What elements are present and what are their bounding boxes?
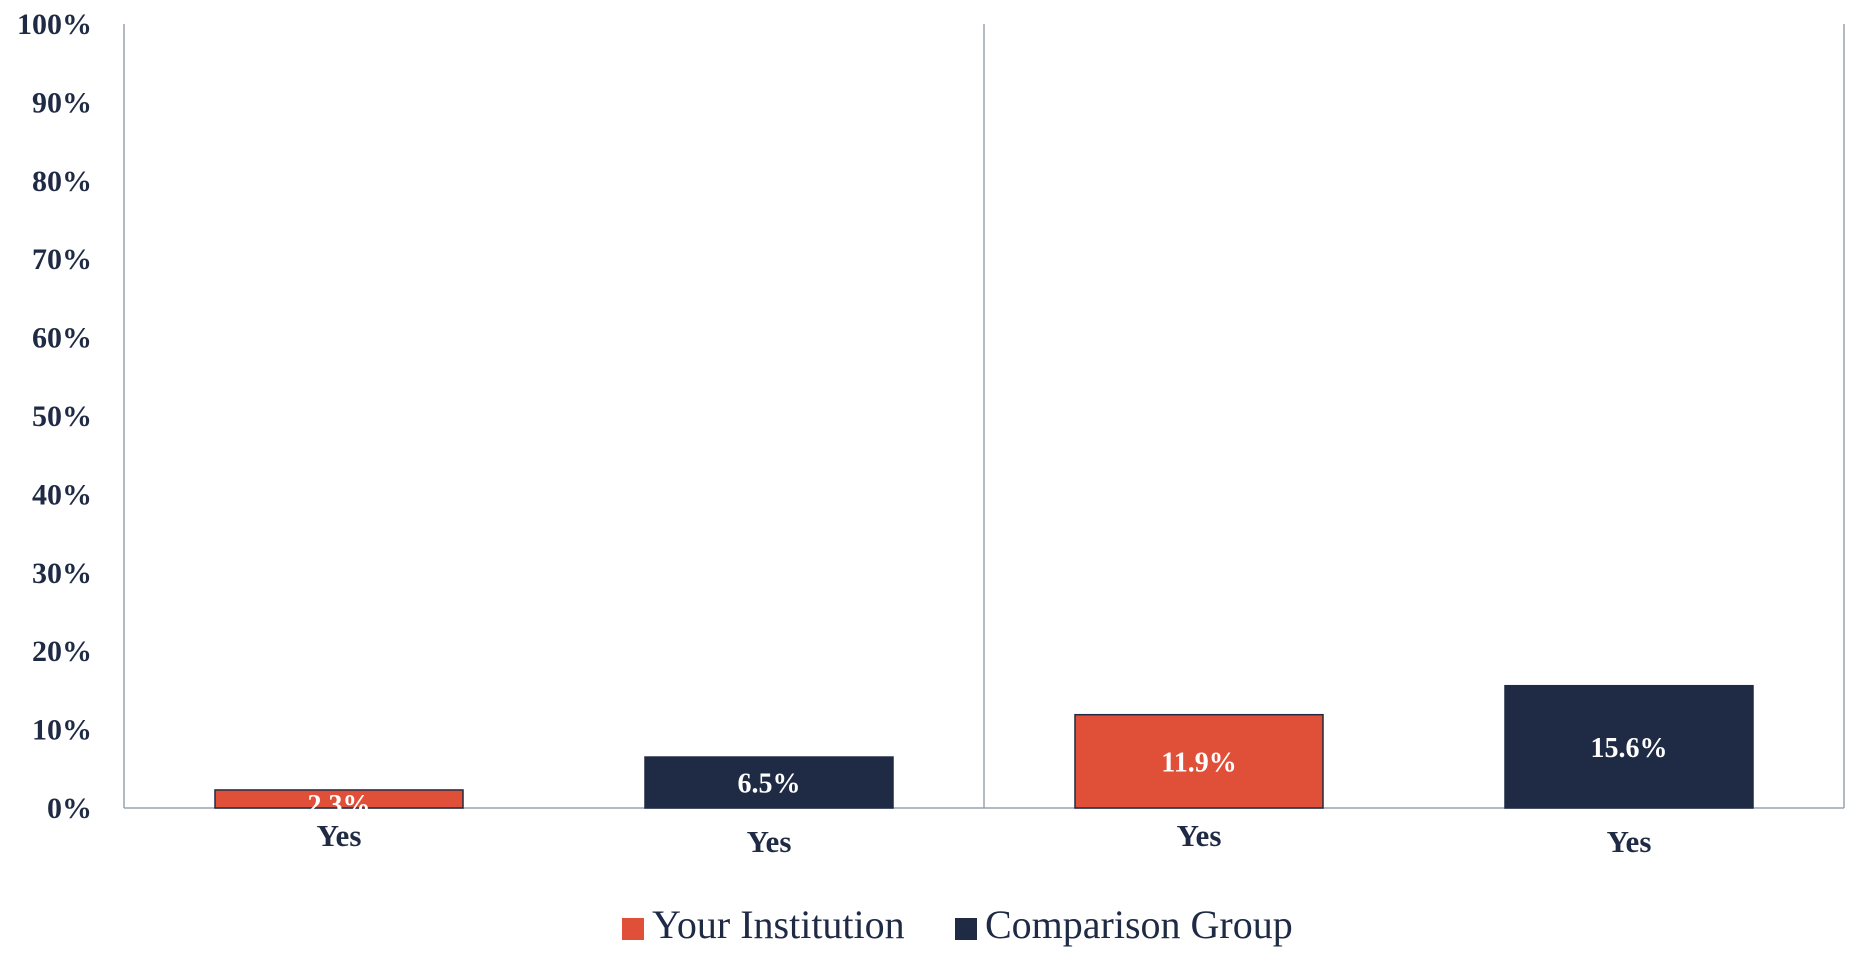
x-category-label: Yes [747,824,792,859]
legend-label: Your Institution [652,902,905,947]
y-tick-label: 0% [47,792,92,825]
chart-legend: Your Institution Comparison Group [622,902,1293,947]
y-tick-label: 80% [32,165,92,198]
y-tick-label: 50% [32,400,92,433]
y-tick-label: 70% [32,243,92,276]
bar-data-label: 15.6% [1591,733,1668,764]
chart-axes: 0% 10% 20% 30% 40% 50% 60% 70% 80% 90% 100% [17,8,1845,825]
y-tick-label: 20% [32,635,92,668]
x-category-label: Yes [317,818,362,853]
bar-data-label: 2.3% [308,790,371,821]
y-tick-label: 40% [32,478,92,511]
y-tick-label: 60% [32,322,92,355]
y-tick-label: 90% [32,86,92,119]
bar-data-label: 11.9% [1161,747,1236,778]
x-category-label: Yes [1607,824,1652,859]
x-category-label: Yes [1177,818,1222,853]
bar-data-label: 6.5% [738,769,801,800]
legend-swatch [955,918,977,940]
bar-comparison-group [1504,684,1754,809]
legend-swatch [622,918,644,940]
legend-label: Comparison Group [985,902,1293,947]
bar-comparison-group [644,756,894,809]
bar-your-institution [1074,713,1324,809]
y-tick-label: 10% [32,714,92,747]
y-tick-label: 100% [17,8,92,41]
chart-bars [214,684,1754,809]
bar-your-institution [214,789,464,809]
y-tick-label: 30% [32,557,92,590]
